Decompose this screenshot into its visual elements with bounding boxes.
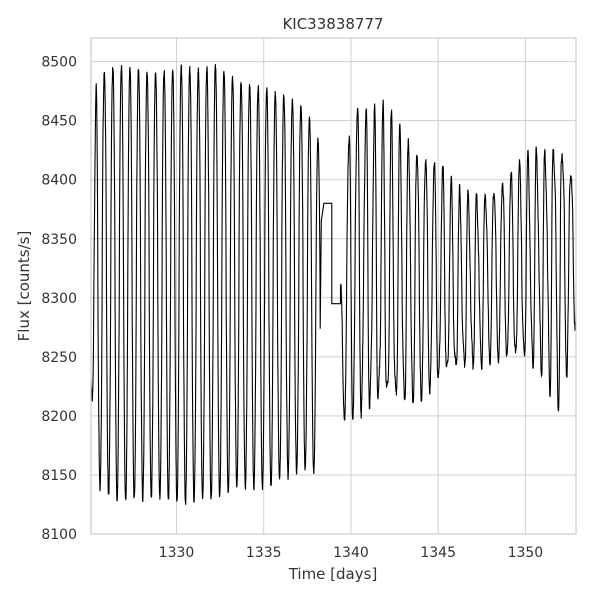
x-axis-ticks: 1330 1335 1340 1345 1350 <box>159 545 544 561</box>
y-tick-label: 8450 <box>41 114 77 130</box>
x-tick-label: 1345 <box>420 545 456 561</box>
y-tick-label: 8250 <box>41 350 77 366</box>
y-axis-ticks: 8100 8150 8200 8250 8300 8350 8400 8450 8500 <box>41 55 77 543</box>
y-tick-label: 8350 <box>41 232 77 248</box>
y-tick-label: 8100 <box>41 527 77 543</box>
y-tick-label: 8200 <box>41 409 77 425</box>
plot-frame <box>90 37 577 535</box>
y-axis-label: Flux [counts/s] <box>15 231 33 342</box>
flux-series <box>91 64 576 505</box>
x-axis-label: Time [days] <box>288 565 378 583</box>
x-tick-label: 1350 <box>508 545 544 561</box>
y-tick-label: 8500 <box>41 55 77 71</box>
y-tick-label: 8400 <box>41 173 77 189</box>
y-tick-label: 8150 <box>41 468 77 484</box>
x-tick-label: 1335 <box>246 545 282 561</box>
chart-title: KIC33838777 <box>282 15 383 33</box>
x-tick-label: 1340 <box>333 545 369 561</box>
flux-line <box>91 64 576 505</box>
y-tick-label: 8300 <box>41 291 77 307</box>
x-tick-label: 1330 <box>159 545 195 561</box>
